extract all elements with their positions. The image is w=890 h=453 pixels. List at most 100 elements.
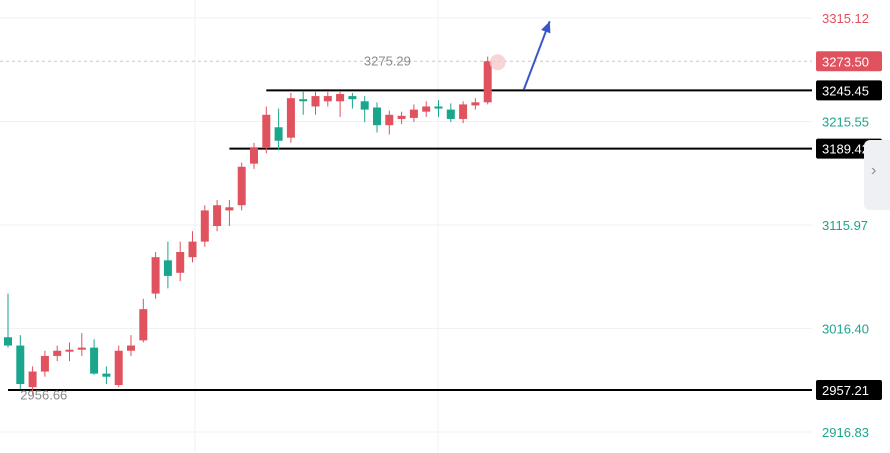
candle-body [53,350,62,356]
candle-28 [348,92,357,109]
candle-body [274,127,283,141]
chevron-right-icon: › [871,162,877,179]
candle-19 [237,162,246,211]
candle-13 [163,241,172,289]
candle-body [77,347,86,350]
candle-24 [299,90,308,115]
y-tick-label-0: 3315.12 [822,11,869,26]
candle-body [163,260,172,276]
y-tick-label-3: 3016.40 [822,322,869,337]
y-tick-label-1: 3215.55 [822,114,869,129]
level-label-2: 2957.21 [822,383,869,398]
candle-10 [127,335,135,356]
candle-23 [286,92,295,143]
level-tag-2 [816,380,882,401]
level-label-1: 3189.42 [822,142,869,157]
candle-body [483,61,492,103]
current-price-label: 3273.50 [822,54,869,69]
level-tag-0 [816,80,882,101]
candle-33 [409,104,418,123]
candle-35 [434,100,443,117]
candle-31 [385,110,394,135]
candle-21 [262,106,271,154]
candle-body [139,309,148,341]
annotation-label-1: 2956.66 [20,388,67,403]
candle-body [385,114,394,126]
candle-17 [213,200,222,232]
candle-25 [311,90,320,115]
side-panel-toggle[interactable]: › [864,140,890,210]
candle-body [471,102,480,106]
trend-arrow-head [541,21,551,34]
y-tick-label-4: 2916.83 [822,425,869,440]
candle-body [28,371,37,388]
candle-body [127,345,135,351]
candle-body [225,207,234,211]
candle-16 [200,205,209,247]
level-label-0: 3245.45 [822,83,869,98]
candle-body [360,101,369,110]
candles [4,56,492,395]
candle-body [348,96,357,100]
y-tick-label-2: 3115.97 [822,218,868,233]
candle-15 [188,231,197,263]
candle-29 [360,96,369,123]
candle-body [250,148,258,164]
candle-9 [114,345,123,388]
candle-body [422,106,431,112]
candle-body [40,355,49,372]
trend-arrow-shaft [522,20,551,91]
candle-34 [422,101,431,117]
level-lines [0,60,812,392]
candle-body [311,96,320,107]
candle-body [459,104,468,119]
candle-2 [28,366,37,395]
y-axis: 3315.12 3215.55 3115.97 3016.40 2916.83 3273.… [816,11,882,440]
candle-4 [53,345,62,362]
candle-body [397,115,406,119]
candle-body [176,251,185,273]
annotation-label-0: 3275.29 [364,53,411,68]
candle-3 [40,350,49,377]
candle-12 [151,251,160,299]
candle-30 [373,102,381,133]
candle-body [323,96,332,102]
candle-36 [446,103,455,123]
candle-body [286,98,295,138]
candle-body [65,349,74,352]
candle-body [188,241,197,258]
candle-body [336,94,345,102]
candle-26 [323,91,332,107]
candle-22 [274,108,283,151]
candle-1 [16,335,25,390]
candle-14 [176,241,185,282]
candle-11 [139,298,148,343]
candle-body [237,166,246,206]
candle-38 [471,98,480,110]
candle-body [409,109,418,118]
annotations: 3275.29 2956.66 [20,20,551,403]
candle-39 [483,56,492,105]
candle-body [90,347,99,374]
candle-8 [102,366,111,385]
candle-37 [459,101,468,124]
candle-27 [336,91,345,117]
price-marker [489,54,506,71]
candle-18 [225,200,234,227]
candle-body [299,99,308,102]
candle-5 [65,342,74,362]
candle-body [102,373,111,377]
candle-body [16,345,25,385]
candle-body [213,205,222,227]
candle-body [114,350,123,386]
candle-20 [250,142,258,169]
candle-body [373,107,381,126]
candle-6 [77,333,86,356]
grid-lines [0,0,812,453]
candle-body [151,257,160,294]
candle-7 [90,339,99,375]
candle-0 [4,293,12,348]
candle-body [4,337,12,346]
candle-body [434,106,443,109]
